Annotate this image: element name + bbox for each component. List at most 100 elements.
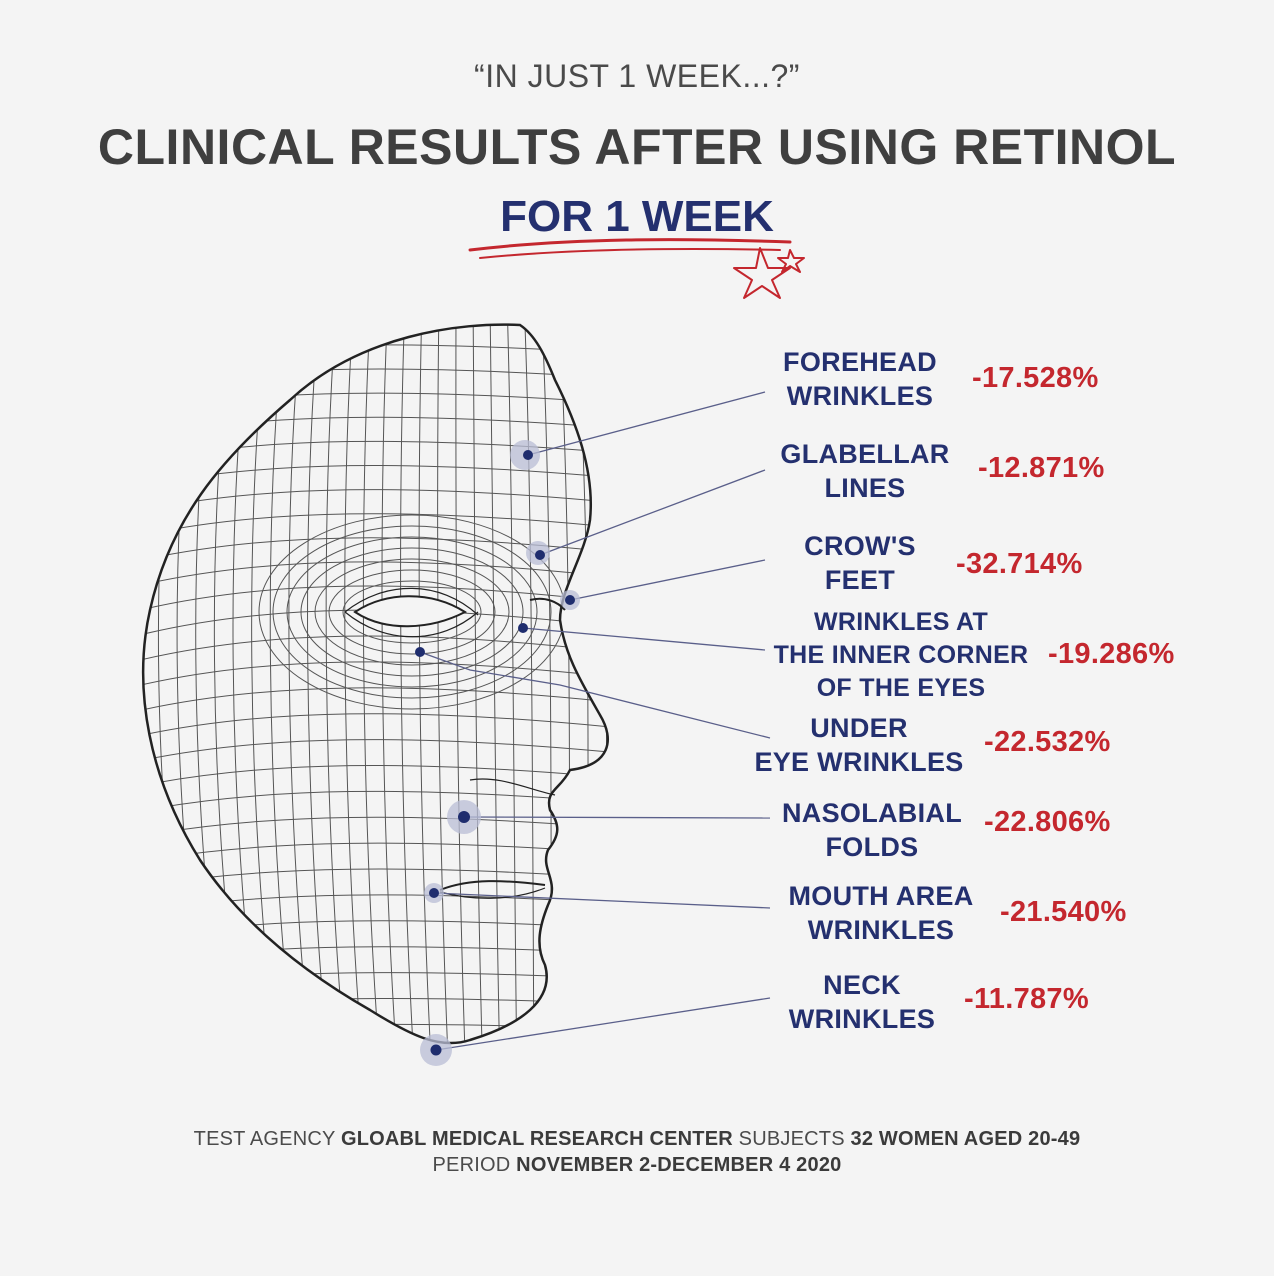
mesh-line: [143, 894, 608, 916]
marker-glabellar: [535, 550, 545, 560]
mesh-line: [143, 997, 608, 1016]
mesh-line: [157, 324, 195, 1044]
mesh-line: [176, 324, 212, 1044]
mesh-line: [143, 561, 608, 591]
mesh-line: [314, 558, 510, 666]
mesh-line: [143, 972, 608, 991]
mesh-line: [143, 440, 608, 466]
value-neck-wrinkles: -11.787%: [964, 983, 1089, 1015]
mesh-line: [506, 324, 518, 1044]
marker-nasolabial: [458, 811, 470, 823]
marker-neck: [430, 1044, 442, 1056]
mesh-line: [143, 946, 608, 966]
value-glabellar-lines: -12.871%: [978, 452, 1105, 484]
mesh-line: [286, 536, 538, 688]
mesh-line: [472, 324, 484, 1044]
mesh-line: [418, 324, 433, 1044]
mesh-line: [143, 661, 608, 691]
mesh-line: [300, 547, 524, 677]
mesh-line: [342, 580, 482, 644]
mesh-line: [143, 739, 608, 766]
mesh-line: [232, 324, 263, 1044]
agency-label: TEST AGENCY: [193, 1128, 336, 1150]
mesh-line: [381, 324, 399, 1044]
marker-forehead: [523, 450, 533, 460]
value-crows-feet: -32.714%: [956, 548, 1083, 580]
mesh-line: [400, 324, 416, 1044]
mesh-line: [143, 842, 608, 866]
mesh-line: [143, 324, 161, 1044]
mesh-line: [591, 324, 608, 1044]
marker-under-eye: [415, 647, 425, 657]
mesh-line: [143, 537, 608, 566]
mesh-line: [523, 324, 535, 1044]
mesh-line: [272, 525, 552, 699]
subjects-label: SUBJECTS: [738, 1128, 845, 1150]
mesh-line: [143, 687, 608, 716]
value-nasolabial-folds: -22.806%: [984, 806, 1111, 838]
mesh-line: [437, 324, 450, 1044]
intro-quote: “IN JUST 1 WEEK...?”: [474, 58, 800, 94]
mesh-line: [143, 1023, 608, 1041]
marker-mouth: [429, 888, 439, 898]
footer-line-1: TEST AGENCY GLOABL MEDICAL RESEARCH CENT…: [0, 1128, 1274, 1151]
period-value: NOVEMBER 2-DECEMBER 4 2020: [516, 1154, 842, 1176]
page-title: CLINICAL RESULTS AFTER USING RETINOL: [97, 119, 1177, 175]
mesh-line: [143, 416, 608, 441]
mesh-line: [143, 920, 608, 941]
mesh-line: [307, 324, 331, 1044]
label-glabellar-lines: GLABELLAR LINES: [780, 439, 950, 503]
mesh-line: [120, 1076, 640, 1090]
marker-crows-feet: [565, 595, 575, 605]
label-crows-feet: CROW'S FEET: [804, 531, 916, 595]
mesh-line: [325, 324, 348, 1044]
value-forehead-wrinkles: -17.528%: [972, 362, 1099, 394]
star-icon: [733, 247, 805, 299]
mesh-line: [455, 324, 467, 1044]
mesh-line: [143, 816, 608, 841]
mesh-line: [143, 368, 608, 391]
mesh-line: [143, 464, 608, 491]
mesh-line: [489, 324, 501, 1044]
mesh-line: [143, 609, 608, 641]
page-subtitle: FOR 1 WEEK: [500, 192, 774, 241]
mesh-line: [251, 324, 280, 1044]
label-under-eye-wrinkles: UNDER EYE WRINKLES: [754, 713, 964, 777]
mesh-line: [143, 344, 608, 366]
value-mouth-area-wrinkles: -21.540%: [1000, 896, 1127, 928]
label-inner-corner-wrinkles: WRINKLES AT THE INNER CORNER OF THE EYES: [773, 608, 1029, 702]
face-features: [344, 587, 566, 899]
mesh-line: [362, 324, 382, 1044]
footer-line-2: PERIOD NOVEMBER 2-DECEMBER 4 2020: [0, 1154, 1274, 1177]
mesh-line: [328, 569, 496, 655]
value-inner-corner-wrinkles: -19.286%: [1048, 638, 1175, 670]
mesh-line: [143, 764, 608, 791]
subjects-value: 32 WOMEN AGED 20-49: [850, 1128, 1081, 1150]
label-nasolabial-folds: NASOLABIAL FOLDS: [782, 798, 962, 862]
value-under-eye-wrinkles: -22.532%: [984, 726, 1111, 758]
mesh-line: [143, 324, 178, 1044]
connector-lines: [419, 391, 771, 1051]
period-label: PERIOD: [432, 1154, 511, 1176]
mesh-line: [344, 324, 365, 1044]
mesh-line: [120, 1050, 640, 1065]
mesh-line: [143, 713, 608, 741]
label-mouth-area-wrinkles: MOUTH AREA WRINKLES: [788, 881, 974, 945]
markers: [415, 440, 580, 1066]
mesh-line: [143, 790, 608, 816]
marker-inner-corner: [518, 623, 528, 633]
face-mesh: [120, 324, 640, 1090]
mesh-line: [143, 324, 608, 341]
mesh-line: [143, 585, 608, 616]
mesh-line: [195, 324, 229, 1044]
label-forehead-wrinkles: FOREHEAD WRINKLES: [783, 347, 937, 411]
agency-value: GLOABL MEDICAL RESEARCH CENTER: [340, 1128, 733, 1150]
mesh-line: [557, 324, 571, 1044]
mesh-line: [213, 324, 246, 1044]
mesh-line: [143, 635, 608, 666]
label-neck-wrinkles: NECK WRINKLES: [788, 970, 936, 1034]
title-underline: [468, 238, 792, 259]
mesh-line: [540, 324, 552, 1044]
